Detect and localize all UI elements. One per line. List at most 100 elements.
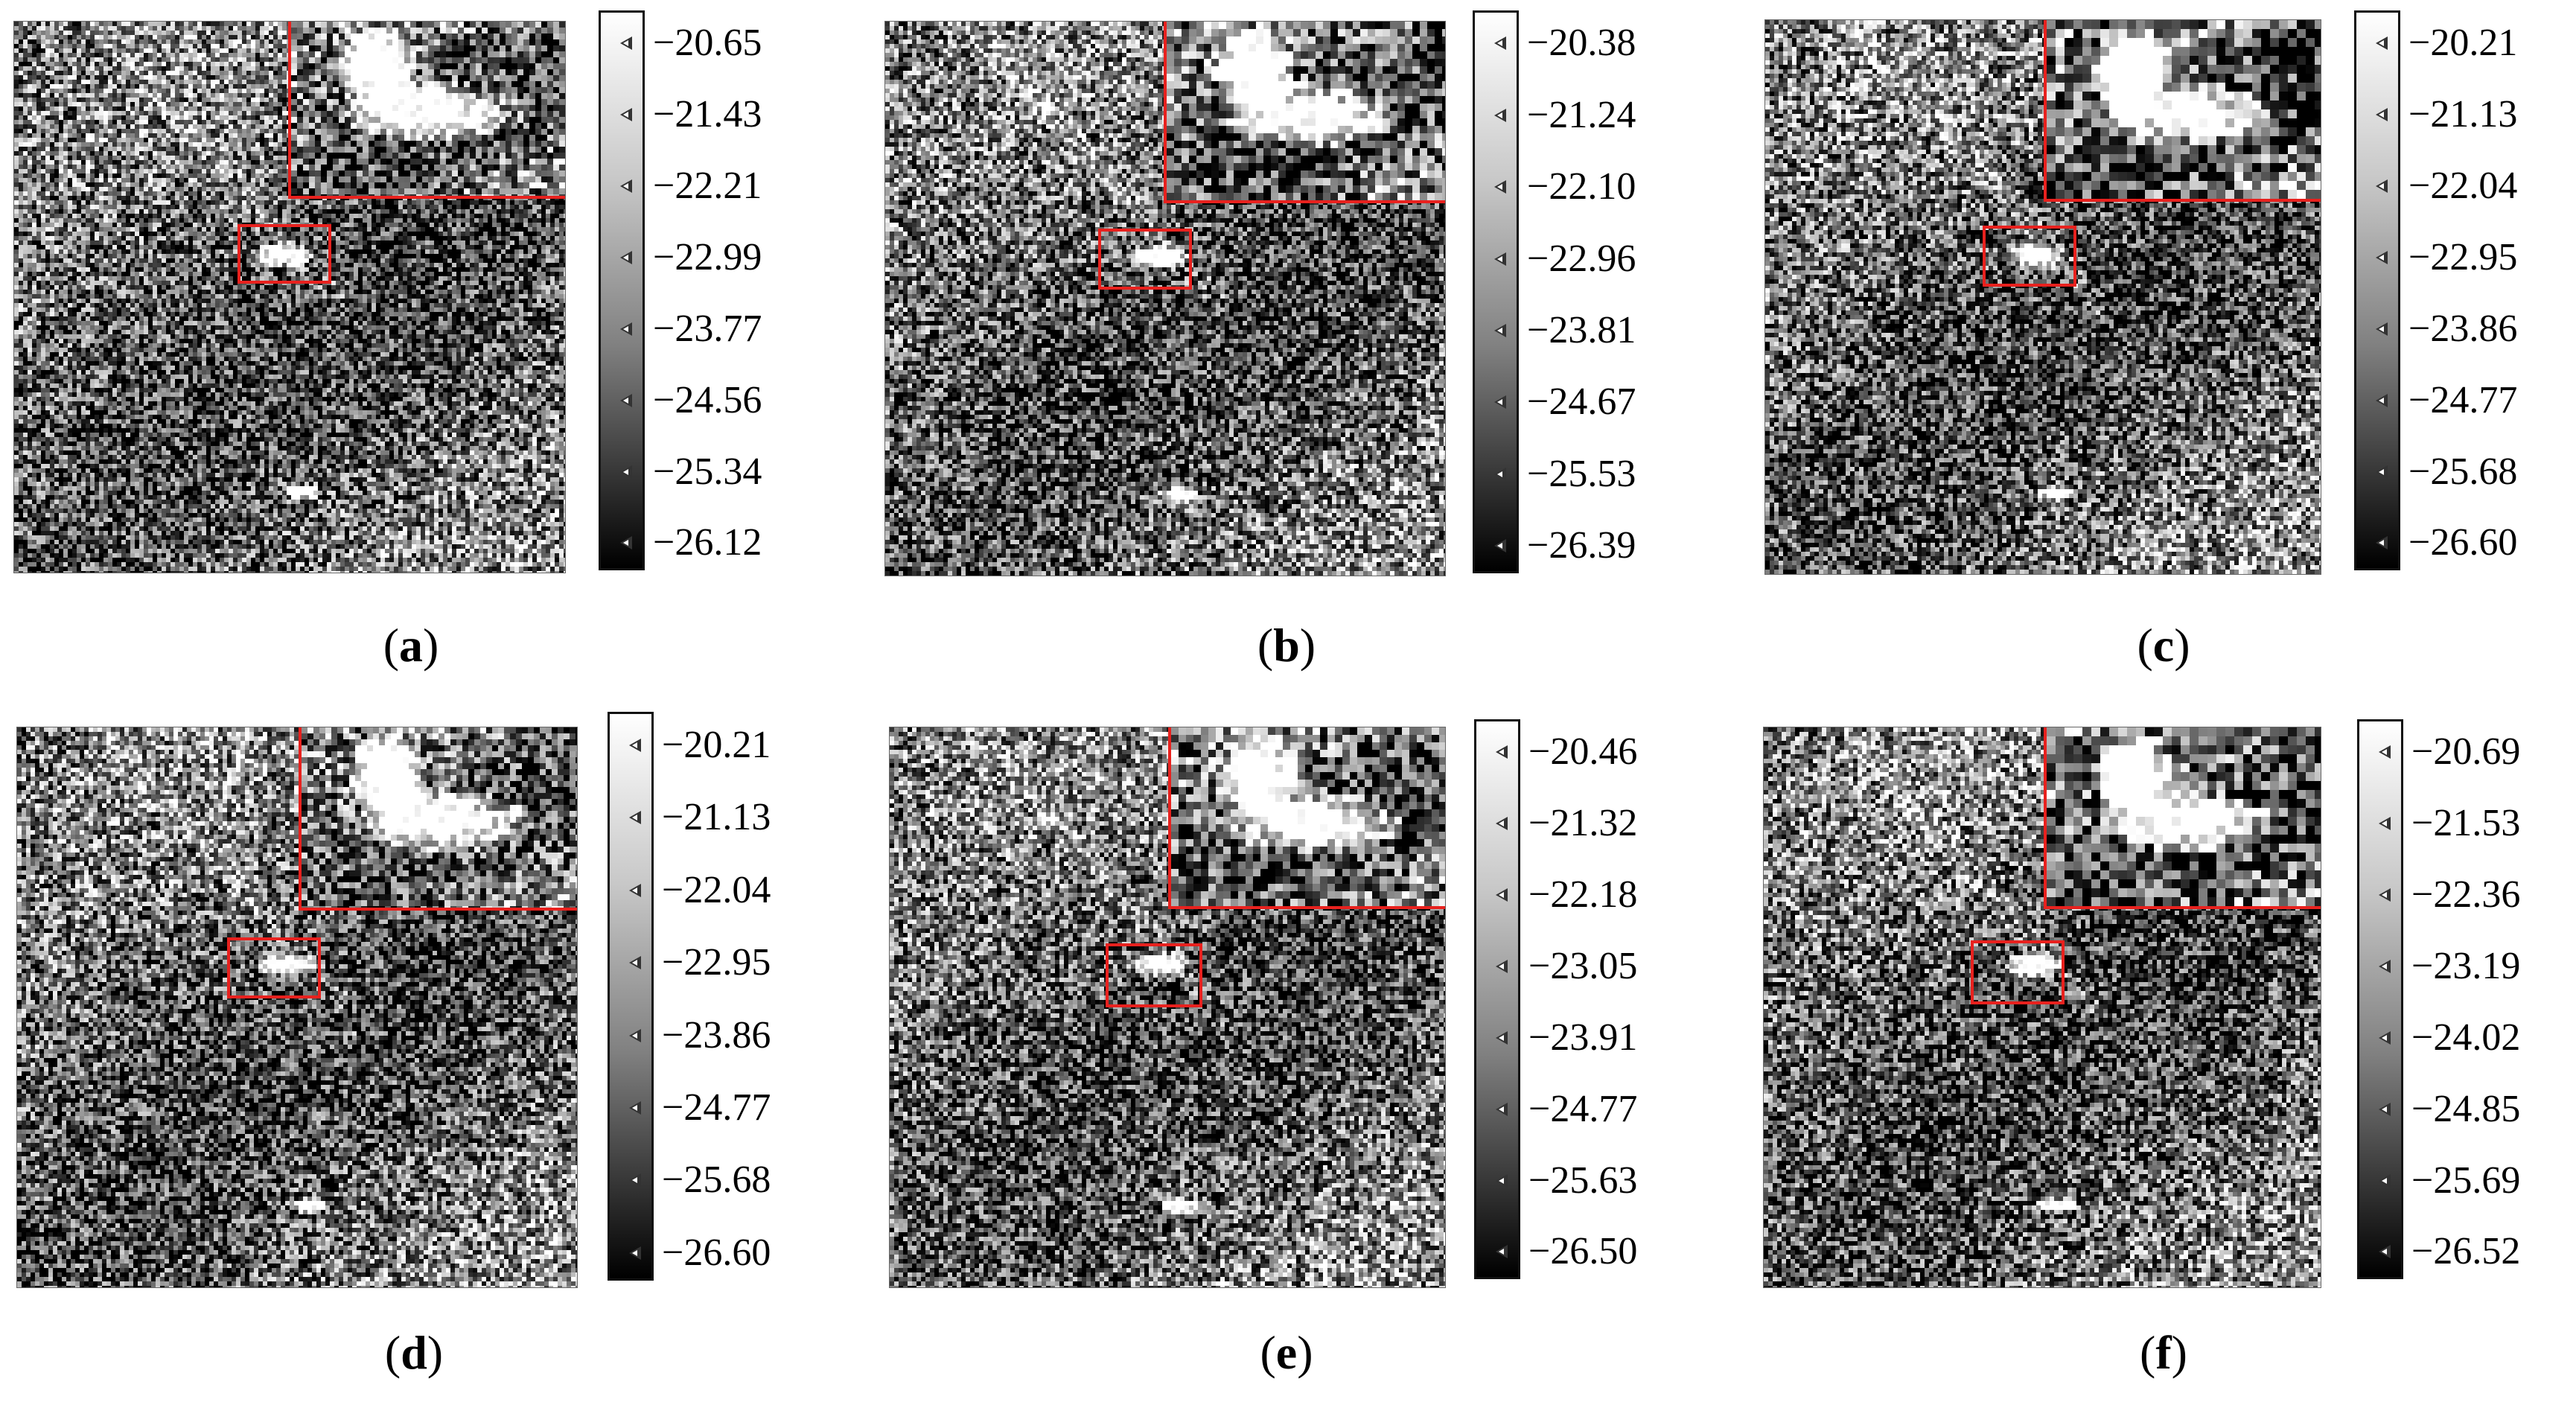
- colorbar: −20.46 −21.32 −22.18 −23.05 −23.91 −24.77 −25.…: [1474, 719, 1520, 1279]
- colorbar-tick-label: −22.95: [662, 940, 771, 985]
- colorbar-tick-label: −21.53: [2411, 801, 2520, 846]
- panel-a: −20.65 −21.43 −22.21 −22.99 −23.77 −24.56 −25.…: [0, 0, 864, 700]
- colorbar: −20.38 −21.24 −22.10 −22.96 −23.81 −24.67 −25.…: [1473, 10, 1519, 573]
- tick-marker-inner: [623, 469, 628, 475]
- inset-texture: [2047, 727, 2321, 909]
- colorbar-tick-label: −26.60: [662, 1231, 771, 1275]
- inset-texture: [291, 22, 565, 199]
- tick-marker-inner: [632, 1033, 637, 1039]
- colorbar: −20.65 −21.43 −22.21 −22.99 −23.77 −24.56 −25.…: [599, 10, 645, 570]
- colorbar-tick-label: −20.21: [2408, 21, 2517, 66]
- sar-image: [1763, 727, 2321, 1288]
- colorbar-tick-label: −21.32: [1528, 801, 1637, 846]
- roi-box: [227, 937, 321, 998]
- tick-marker-inner: [2382, 1035, 2387, 1041]
- tick-marker-inner: [2379, 540, 2384, 546]
- tick-marker-inner: [2379, 183, 2384, 189]
- tick-marker-inner: [2379, 398, 2384, 404]
- tick-marker-inner: [632, 1105, 637, 1111]
- tick-marker-inner: [1499, 1106, 1504, 1112]
- panel-caption: (e): [1212, 1325, 1361, 1380]
- panel-e: −20.46 −21.32 −22.18 −23.05 −23.91 −24.77 −25.…: [871, 700, 1735, 1402]
- tick-marker-inner: [1499, 1249, 1504, 1255]
- caption-letter: a: [399, 619, 423, 672]
- roi-box: [1098, 229, 1192, 290]
- colorbar-tick-label: −21.13: [662, 795, 771, 840]
- colorbar-tick-label: −20.21: [662, 723, 771, 768]
- colorbar: −20.21 −21.13 −22.04 −22.95 −23.86 −24.77 −25.…: [2354, 10, 2400, 570]
- colorbar-tick-label: −22.95: [2408, 235, 2517, 280]
- tick-marker-inner: [623, 40, 628, 46]
- colorbar-tick-label: −25.53: [1527, 452, 1636, 497]
- tick-marker-inner: [623, 255, 628, 261]
- colorbar-tick-label: −23.19: [2411, 944, 2520, 989]
- tick-marker-inner: [2382, 821, 2387, 826]
- colorbar-tick-label: −24.77: [662, 1086, 771, 1130]
- inset-texture: [1167, 22, 1445, 203]
- tick-marker-inner: [632, 888, 637, 893]
- caption-letter: c: [2153, 619, 2174, 672]
- tick-marker-inner: [623, 183, 628, 189]
- zoom-inset: [1164, 22, 1445, 203]
- tick-marker-inner: [2379, 112, 2384, 118]
- tick-marker-inner: [623, 326, 628, 332]
- caption-letter: e: [1276, 1326, 1297, 1379]
- roi-box: [237, 224, 331, 284]
- roi-box: [1106, 943, 1202, 1007]
- tick-marker-inner: [1497, 543, 1502, 549]
- caption-letter: d: [401, 1326, 427, 1379]
- colorbar-tick-label: −22.10: [1527, 165, 1636, 209]
- colorbar-tick-label: −23.81: [1527, 308, 1636, 353]
- inset-texture: [1171, 727, 1445, 909]
- colorbar-tick-label: −21.13: [2408, 92, 2517, 137]
- panel-c: −20.21 −21.13 −22.04 −22.95 −23.86 −24.77 −25.…: [1750, 0, 2576, 700]
- colorbar-tick-label: −23.86: [662, 1013, 771, 1058]
- colorbar-tick-label: −25.68: [662, 1158, 771, 1202]
- tick-marker-inner: [1499, 963, 1504, 969]
- zoom-inset: [1168, 727, 1445, 909]
- inset-texture: [2047, 20, 2321, 202]
- colorbar-tick-label: −24.77: [2408, 378, 2517, 423]
- sar-image: [16, 727, 578, 1288]
- sar-image: [889, 727, 1446, 1288]
- colorbar: −20.69 −21.53 −22.36 −23.19 −24.02 −24.85 −25.…: [2357, 719, 2403, 1279]
- tick-marker-inner: [2379, 326, 2384, 332]
- colorbar-tick-label: −24.56: [653, 378, 762, 423]
- tick-marker-inner: [2379, 469, 2384, 475]
- panel-caption: (b): [1212, 618, 1361, 673]
- tick-marker-inner: [2382, 892, 2387, 898]
- tick-marker-inner: [1497, 471, 1502, 477]
- tick-marker-inner: [1497, 184, 1502, 190]
- tick-marker-inner: [1497, 40, 1502, 46]
- colorbar-tick-label: −21.43: [653, 92, 762, 137]
- colorbar-tick-label: −24.67: [1527, 380, 1636, 424]
- colorbar-tick-label: −24.02: [2411, 1016, 2520, 1060]
- sar-image: [1764, 19, 2321, 575]
- colorbar-tick-label: −22.04: [662, 868, 771, 913]
- tick-marker-inner: [623, 540, 628, 546]
- roi-box: [1983, 226, 2076, 287]
- panel-f: −20.69 −21.53 −22.36 −23.19 −24.02 −24.85 −25.…: [1750, 700, 2576, 1402]
- colorbar-tick-label: −23.77: [653, 307, 762, 351]
- colorbar-tick-label: −26.52: [2411, 1229, 2520, 1274]
- colorbar-tick-label: −22.96: [1527, 237, 1636, 281]
- colorbar-tick-label: −25.34: [653, 450, 762, 494]
- tick-marker-inner: [2382, 1249, 2387, 1255]
- panel-caption: (d): [339, 1325, 488, 1380]
- colorbar-tick-label: −24.77: [1528, 1087, 1637, 1132]
- colorbar-tick-label: −23.91: [1528, 1016, 1637, 1060]
- tick-marker-inner: [2379, 255, 2384, 261]
- colorbar: −20.21 −21.13 −22.04 −22.95 −23.86 −24.77 −25.…: [608, 712, 654, 1281]
- colorbar-tick-label: −20.46: [1528, 730, 1637, 774]
- zoom-inset: [2044, 727, 2321, 909]
- colorbar-tick-label: −23.86: [2408, 307, 2517, 351]
- panel-d: −20.21 −21.13 −22.04 −22.95 −23.86 −24.77 −25.…: [0, 700, 864, 1402]
- tick-marker-inner: [1499, 749, 1504, 755]
- zoom-inset: [288, 22, 565, 199]
- tick-marker-inner: [632, 1177, 637, 1183]
- colorbar-tick-label: −26.50: [1528, 1229, 1637, 1274]
- tick-marker-inner: [2379, 40, 2384, 46]
- zoom-inset: [2044, 20, 2321, 202]
- tick-marker-inner: [1497, 399, 1502, 405]
- tick-marker-inner: [2382, 963, 2387, 969]
